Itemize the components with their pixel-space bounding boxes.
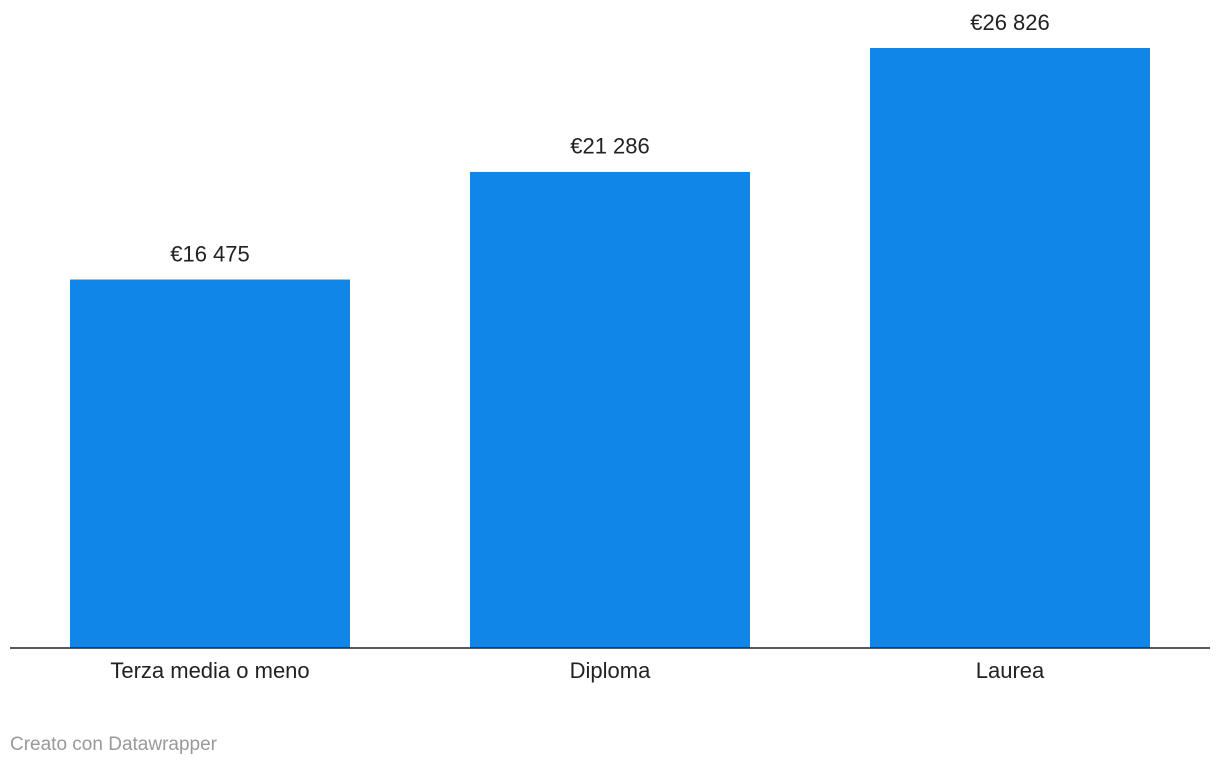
credit: Creato con Datawrapper xyxy=(10,734,218,755)
bar xyxy=(870,48,1150,648)
bar xyxy=(70,279,350,648)
x-tick-label: Diploma xyxy=(570,658,651,683)
value-label: €16 475 xyxy=(170,241,250,266)
value-label: €26 826 xyxy=(970,10,1050,35)
value-label: €21 286 xyxy=(570,134,650,159)
x-tick-label: Laurea xyxy=(976,658,1045,683)
x-tick-label: Terza media o meno xyxy=(110,658,309,683)
bar xyxy=(470,171,750,648)
